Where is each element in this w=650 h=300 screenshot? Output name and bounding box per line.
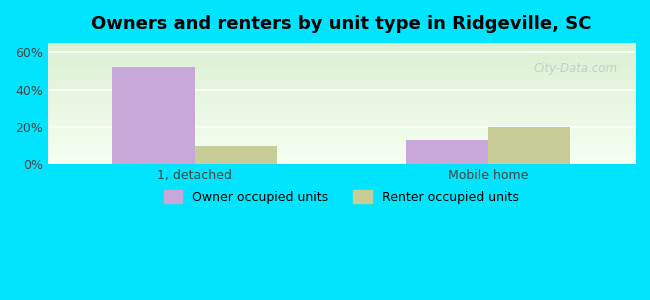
Legend: Owner occupied units, Renter occupied units: Owner occupied units, Renter occupied un… (159, 185, 524, 209)
Bar (112, 67, 194, 164)
Bar (488, 127, 571, 164)
Text: City-Data.com: City-Data.com (533, 62, 618, 75)
Title: Owners and renters by unit type in Ridgeville, SC: Owners and renters by unit type in Ridge… (91, 15, 592, 33)
Bar (194, 146, 277, 164)
Bar (406, 140, 488, 164)
